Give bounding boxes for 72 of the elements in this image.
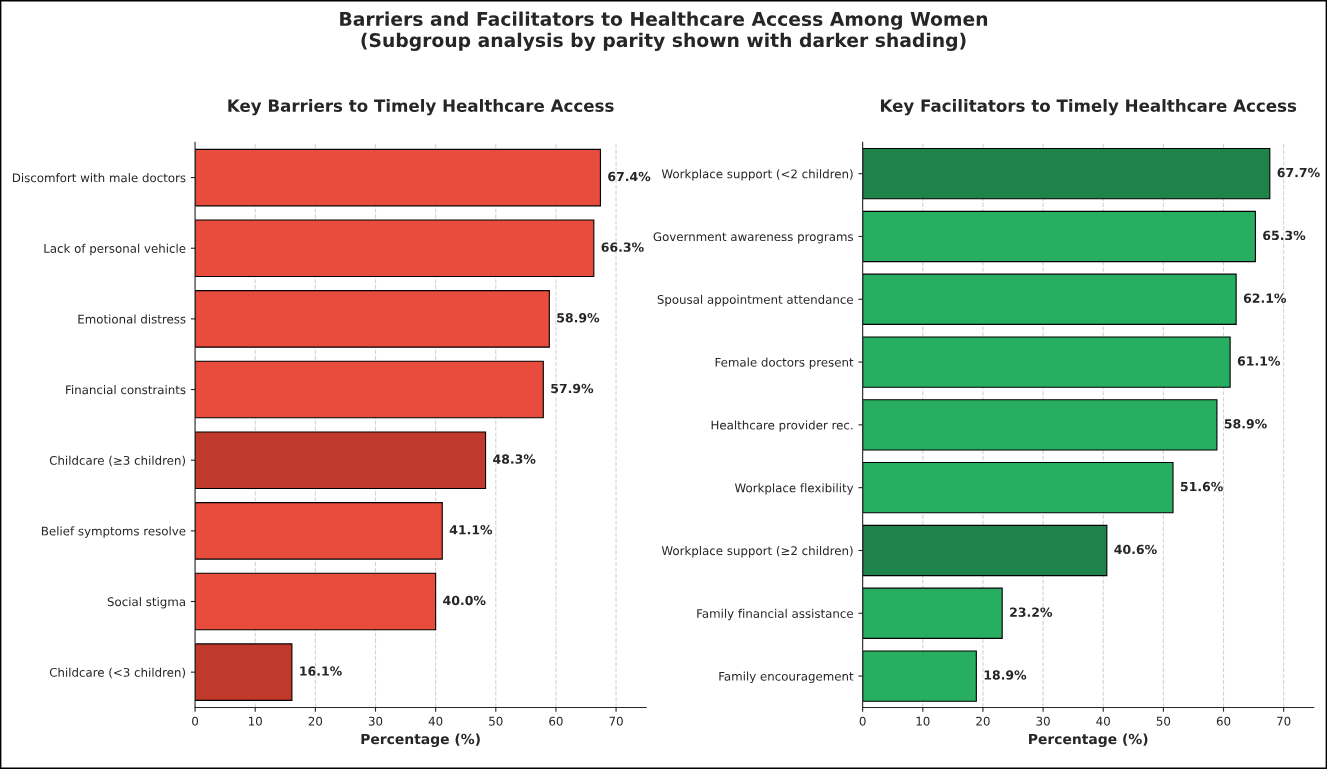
bar [195, 290, 550, 348]
x-tick-label: 0 [192, 716, 199, 726]
bar [862, 210, 1256, 263]
x-tick-label: 0 [859, 716, 866, 726]
bar [862, 273, 1237, 325]
y-tick-label: Female doctors present [715, 357, 854, 370]
data-label: 18.9% [984, 670, 1027, 680]
bar [862, 336, 1231, 388]
x-tick-label: 70 [609, 716, 623, 726]
y-tick-label: Government awareness programs [653, 232, 854, 244]
data-label: 41.1% [449, 525, 493, 535]
data-label: 67.4% [608, 171, 651, 182]
y-tick-label: Childcare (≥3 children) [49, 455, 186, 467]
y-tick-label: Spousal appointment attendance [657, 294, 853, 307]
y-tick-label: Discomfort with male doctors [12, 173, 186, 183]
x-tick-label: 10 [916, 716, 930, 726]
data-label: 40.0% [443, 595, 486, 606]
bar [195, 431, 487, 490]
x-axis-title: Percentage (%) [1029, 733, 1148, 748]
y-tick-label: Lack of personal vehicle [44, 243, 186, 256]
x-tick-label: 50 [489, 716, 503, 726]
bar [195, 219, 595, 278]
bar [862, 399, 1218, 451]
y-tick-label: Workplace support (<2 children) [661, 169, 853, 181]
x-tick-label: 30 [368, 716, 383, 726]
x-tick-label: 70 [1277, 716, 1291, 726]
bar [862, 650, 977, 702]
y-tick-label: Workplace flexibility [734, 483, 854, 495]
bar [862, 461, 1174, 514]
data-label: 16.1% [300, 666, 342, 676]
y-tick-label: Workplace support (≥2 children) [661, 545, 853, 558]
data-label: 61.1% [1237, 356, 1281, 366]
y-tick-label: Belief symptoms resolve [41, 526, 186, 538]
bar [862, 587, 1003, 639]
bar [195, 572, 437, 631]
x-axis-title: Percentage (%) [361, 733, 480, 748]
chart-title: Key Facilitators to Timely Healthcare Access [880, 99, 1297, 116]
y-tick-label: Emotional distress [78, 314, 186, 324]
text: Barriers and Facilitators to Healthcare Access Among Women (Subgroup analysis by parity shown with darker shading) [340, 11, 988, 51]
chart-title: Key Barriers to Timely Healthcare Access [228, 99, 614, 116]
bar [195, 360, 544, 419]
x-tick-label: 20 [308, 716, 323, 726]
data-label: 58.9% [557, 313, 600, 323]
data-label: 51.6% [1180, 481, 1223, 492]
x-tick-label: 60 [549, 716, 563, 726]
data-label: 66.3% [601, 242, 644, 252]
x-tick-label: 40 [1096, 716, 1110, 726]
data-label: 67.7% [1277, 167, 1320, 178]
bar [195, 643, 293, 701]
x-tick-label: 50 [1156, 716, 1171, 726]
y-tick-label: Family financial assistance [697, 608, 854, 621]
data-label: 57.9% [551, 383, 594, 394]
bar [862, 524, 1108, 577]
bar [195, 502, 443, 560]
y-tick-label: Social stigma [107, 597, 185, 609]
x-tick-label: 10 [249, 716, 262, 726]
y-tick-label: Healthcare provider rec. [711, 420, 853, 432]
x-tick-label: 30 [1036, 716, 1050, 726]
data-label: 65.3% [1263, 230, 1306, 241]
y-tick-label: Financial constraints [66, 385, 186, 395]
y-tick-label: Childcare (<3 children) [49, 667, 186, 679]
x-tick-label: 60 [1216, 716, 1231, 726]
bar [195, 148, 601, 207]
data-label: 23.2% [1010, 607, 1053, 617]
data-label: 48.3% [493, 454, 536, 464]
data-label: 62.1% [1243, 293, 1287, 303]
bar [862, 147, 1271, 200]
y-tick-label: Family encouragement [719, 671, 854, 684]
data-label: 40.6% [1114, 544, 1157, 555]
data-label: 58.9% [1224, 419, 1267, 429]
x-tick-label: 40 [428, 716, 443, 726]
x-tick-label: 20 [976, 716, 990, 726]
